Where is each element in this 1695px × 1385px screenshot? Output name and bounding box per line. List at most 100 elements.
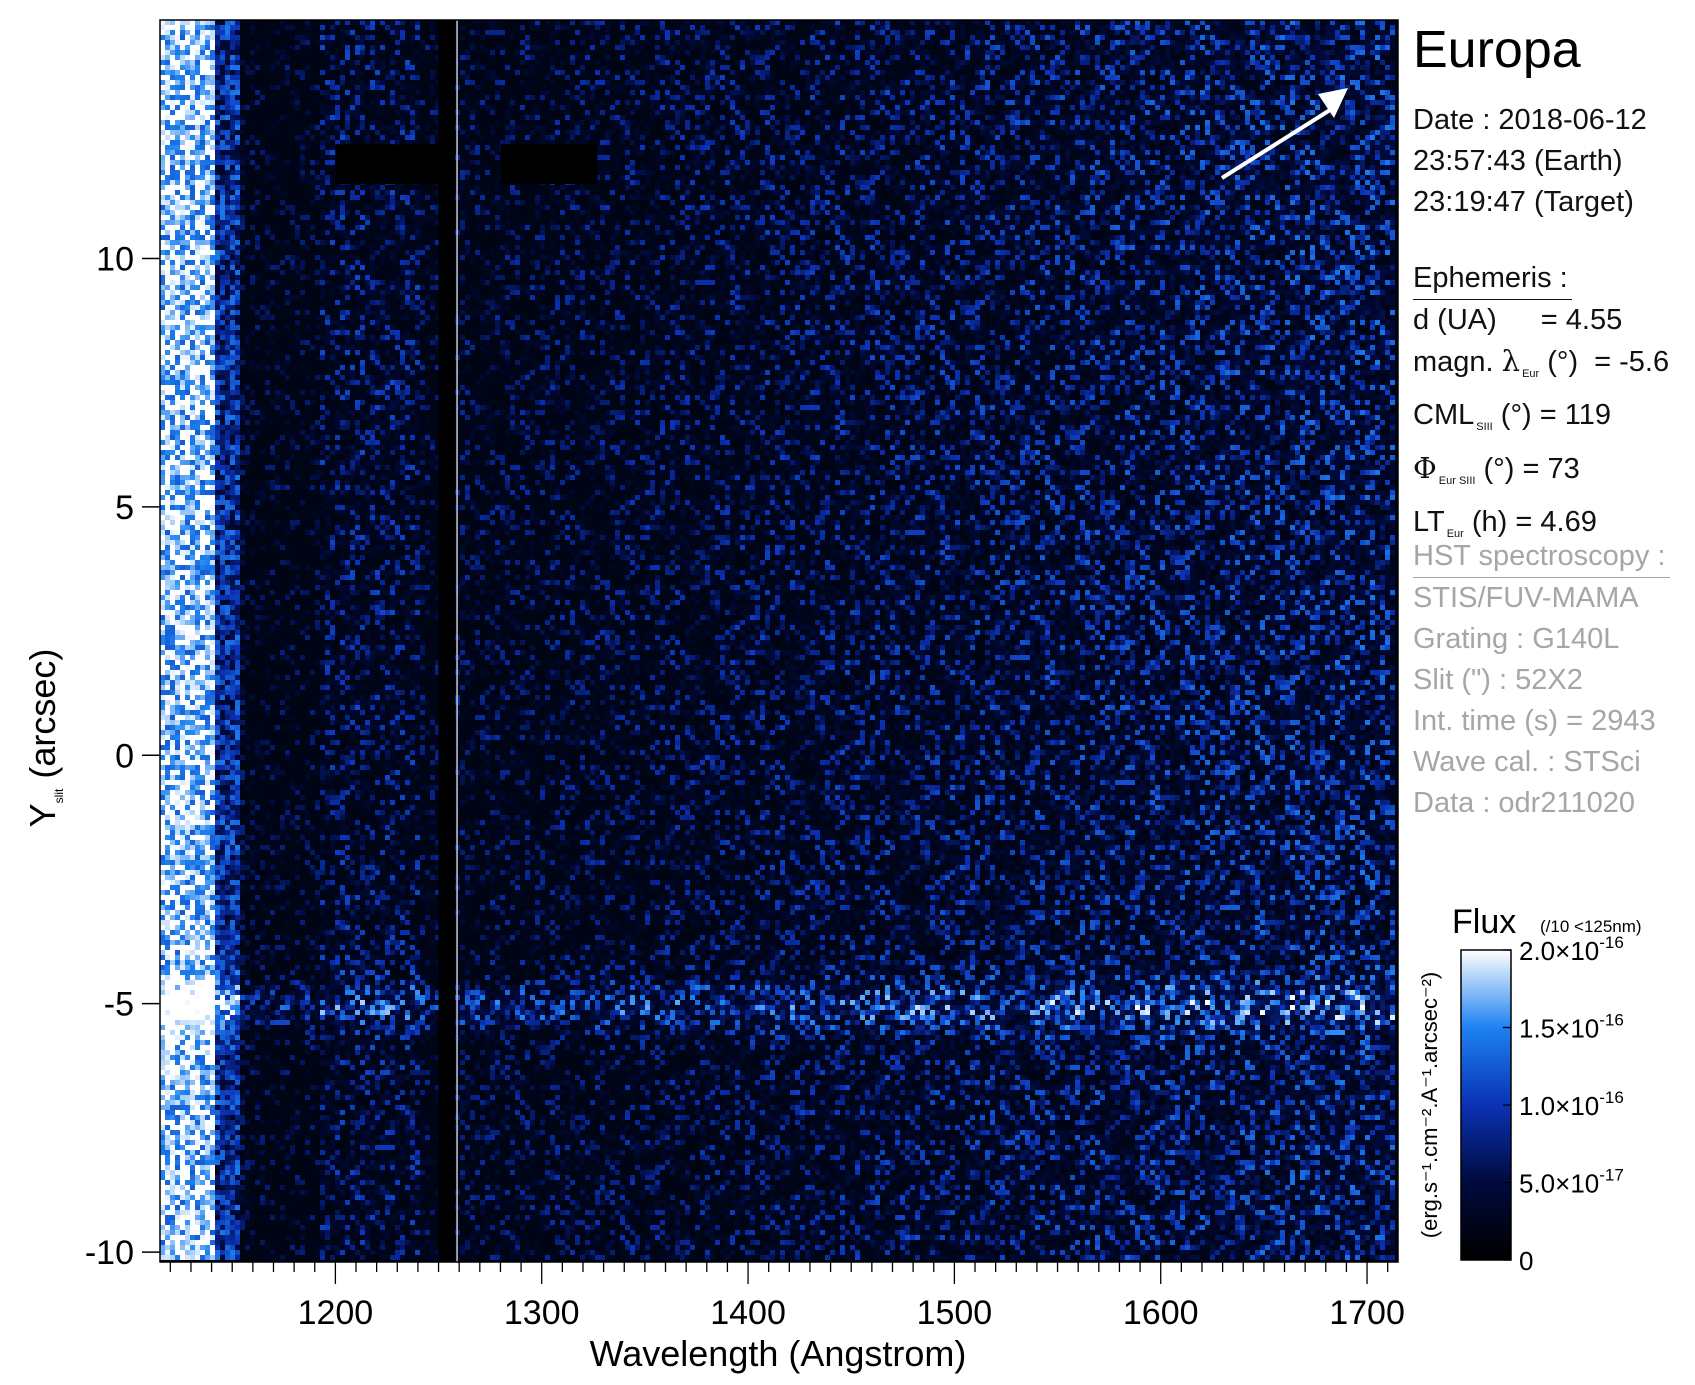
heatmap-cell	[165, 765, 170, 770]
heatmap-cell	[215, 675, 220, 680]
heatmap-cell	[165, 505, 170, 510]
heatmap-cell	[200, 655, 205, 660]
heatmap-cell	[185, 690, 190, 695]
heatmap-cell	[190, 935, 195, 940]
heatmap-cell	[175, 1165, 180, 1170]
heatmap-cell	[205, 70, 210, 75]
heatmap-cell	[185, 490, 190, 495]
heatmap-cell	[185, 660, 190, 665]
heatmap-cell	[195, 1160, 200, 1165]
heatmap-cell	[230, 280, 235, 285]
heatmap-cell	[165, 90, 170, 95]
heatmap-cell	[175, 510, 180, 515]
heatmap-cell	[170, 665, 175, 670]
heatmap-cell	[170, 90, 175, 95]
heatmap-cell	[215, 170, 220, 175]
heatmap-cell	[220, 845, 225, 850]
heatmap-cell	[220, 800, 225, 805]
heatmap-cell	[190, 290, 195, 295]
heatmap-cell	[175, 225, 180, 230]
heatmap-cell	[185, 240, 190, 245]
heatmap-cell	[230, 605, 235, 610]
heatmap-cell	[205, 780, 210, 785]
heatmap-cell	[185, 500, 190, 505]
heatmap-cell	[230, 1160, 235, 1165]
heatmap-cell	[220, 930, 225, 935]
heatmap-cell	[190, 330, 195, 335]
heatmap-cell	[185, 780, 190, 785]
heatmap-cell	[180, 255, 185, 260]
heatmap-cell	[170, 1225, 175, 1230]
heatmap-cell	[205, 775, 210, 780]
heatmap-cell	[200, 960, 205, 965]
heatmap-cell	[180, 785, 185, 790]
heatmap-cell	[225, 560, 230, 565]
heatmap-cell	[220, 320, 225, 325]
heatmap-cell	[195, 65, 200, 70]
heatmap-cell	[220, 1095, 225, 1100]
heatmap-cell	[170, 160, 175, 165]
heatmap-cell	[230, 935, 235, 940]
heatmap-cell	[225, 1190, 230, 1195]
heatmap-cell	[170, 945, 175, 950]
heatmap-cell	[230, 1250, 235, 1255]
heatmap-cell	[200, 135, 205, 140]
heatmap-cell	[210, 315, 215, 320]
heatmap-cell	[185, 950, 190, 955]
heatmap-cell	[195, 1140, 200, 1145]
heatmap-cell	[230, 425, 235, 430]
heatmap-cell	[205, 1150, 210, 1155]
heatmap-cell	[225, 550, 230, 555]
heatmap-cell	[210, 85, 215, 90]
heatmap-cell	[185, 1075, 190, 1080]
heatmap-cell	[215, 290, 220, 295]
heatmap-cell	[175, 340, 180, 345]
heatmap-cell	[180, 760, 185, 765]
heatmap-cell	[175, 905, 180, 910]
heatmap-cell	[220, 940, 225, 945]
heatmap-cell	[215, 850, 220, 855]
heatmap-cell	[210, 30, 215, 35]
heatmap-cell	[170, 370, 175, 375]
heatmap-cell	[210, 510, 215, 515]
heatmap-cell	[190, 815, 195, 820]
heatmap-cell	[190, 510, 195, 515]
heatmap-cell	[190, 620, 195, 625]
heatmap-cell	[220, 1070, 225, 1075]
heatmap-cell	[195, 420, 200, 425]
heatmap-cell	[225, 815, 230, 820]
heatmap-cell	[220, 1010, 225, 1015]
heatmap-cell	[170, 840, 175, 845]
heatmap-cell	[200, 425, 205, 430]
heatmap-cell	[170, 1055, 175, 1060]
heatmap-cell	[220, 1160, 225, 1165]
heatmap-cell	[200, 890, 205, 895]
heatmap-cell	[200, 320, 205, 325]
heatmap-cell	[170, 1185, 175, 1190]
heatmap-cell	[200, 235, 205, 240]
heatmap-cell	[185, 925, 190, 930]
heatmap-cell	[180, 385, 185, 390]
heatmap-cell	[230, 560, 235, 565]
heatmap-cell	[190, 265, 195, 270]
heatmap-cell	[190, 695, 195, 700]
heatmap-cell	[190, 650, 195, 655]
heatmap-cell	[230, 400, 235, 405]
heatmap-cell	[185, 250, 190, 255]
heatmap-cell	[170, 480, 175, 485]
heatmap-cell	[200, 725, 205, 730]
heatmap-cell	[210, 1030, 215, 1035]
heatmap-cell	[195, 425, 200, 430]
heatmap-cell	[195, 1250, 200, 1255]
heatmap-cell	[200, 950, 205, 955]
heatmap-cell	[220, 445, 225, 450]
heatmap-cell	[190, 820, 195, 825]
heatmap-cell	[210, 1065, 215, 1070]
heatmap-cell	[165, 380, 170, 385]
heatmap-cell	[180, 805, 185, 810]
heatmap-cell	[215, 975, 220, 980]
heatmap-cell	[215, 660, 220, 665]
heatmap-cell	[195, 440, 200, 445]
heatmap-cell	[225, 1185, 230, 1190]
heatmap-cell	[195, 725, 200, 730]
